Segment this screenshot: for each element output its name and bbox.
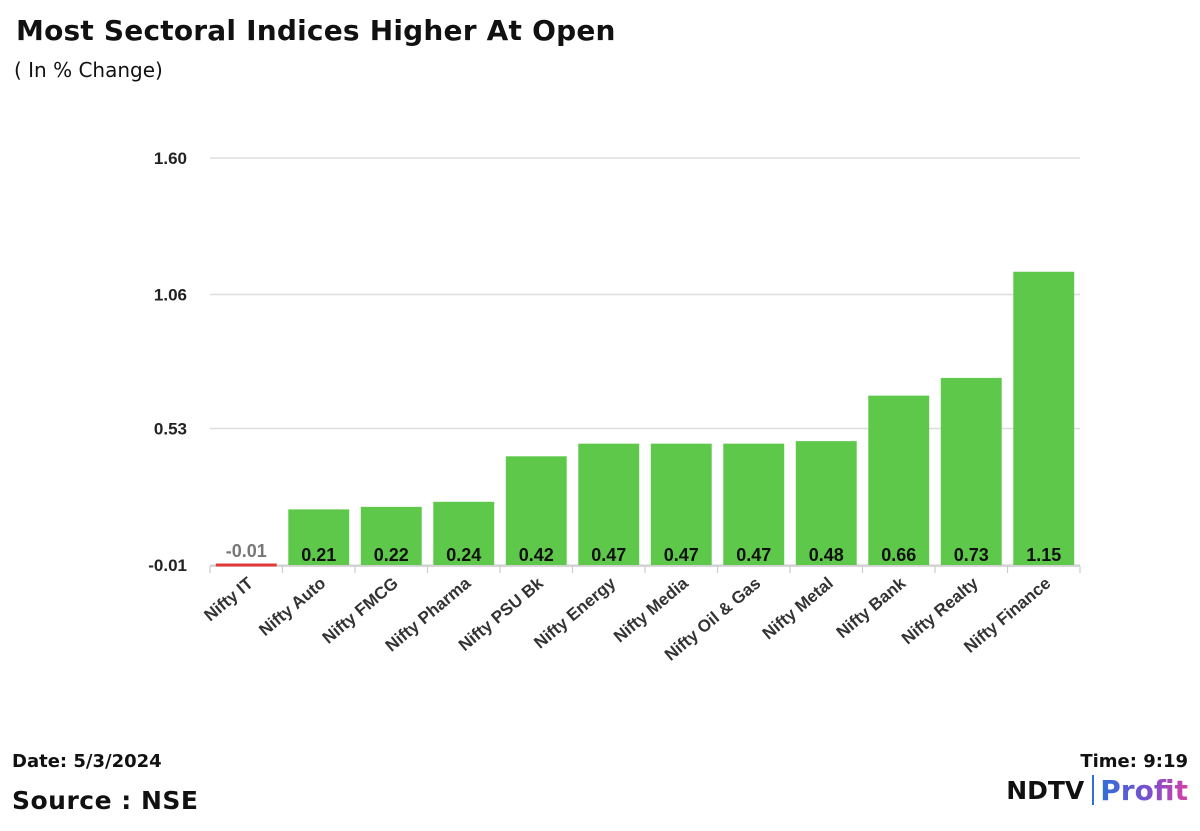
x-tick-label: Nifty Metal — [759, 574, 837, 644]
bar — [215, 563, 277, 567]
x-tick-label: Nifty Auto — [255, 574, 329, 640]
data-label: 0.48 — [809, 545, 844, 565]
time-label: Time: 9:19 — [1080, 751, 1188, 772]
data-label: 0.73 — [954, 545, 989, 565]
bar — [650, 443, 712, 565]
bar — [288, 509, 350, 565]
data-label: -0.01 — [226, 541, 267, 561]
x-tick-label: Nifty IT — [200, 573, 257, 625]
logo-separator — [1092, 775, 1095, 805]
y-tick-label: 0.53 — [154, 419, 187, 438]
data-label: 0.47 — [736, 545, 771, 565]
date-label: Date: 5/3/2024 — [12, 751, 162, 772]
y-tick-label: 1.60 — [154, 149, 187, 168]
data-label: 0.22 — [374, 545, 409, 565]
y-tick-label: -0.01 — [148, 556, 187, 575]
x-tick-label: Nifty Bank — [833, 573, 910, 642]
data-label: 0.47 — [664, 545, 699, 565]
logo-profit-text: Profit — [1100, 773, 1188, 807]
y-tick-label: 1.06 — [154, 286, 187, 305]
ndtv-profit-logo: NDTV Profit — [1006, 773, 1188, 807]
bar — [578, 443, 640, 565]
data-label: 1.15 — [1026, 545, 1061, 565]
data-label: 0.42 — [519, 545, 554, 565]
bar — [505, 456, 567, 565]
chart-subtitle: ( In % Change) — [14, 58, 163, 82]
data-label: 0.66 — [881, 545, 916, 565]
data-label: 0.47 — [591, 545, 626, 565]
data-label: 0.24 — [446, 545, 481, 565]
data-label: 0.21 — [301, 545, 336, 565]
bar — [940, 377, 1002, 565]
source-label: Source : NSE — [12, 786, 199, 815]
bar — [1013, 271, 1075, 565]
bar — [723, 443, 785, 565]
bar-chart: -0.01 0.53 1.06 1.60 -0.01 Nifty IT 0.21 Nifty … — [148, 149, 1081, 665]
bar — [433, 501, 495, 565]
logo-ndtv-text: NDTV — [1006, 775, 1085, 805]
bar — [868, 395, 930, 565]
bar — [360, 506, 422, 565]
bar — [795, 441, 857, 565]
chart-title: Most Sectoral Indices Higher At Open — [16, 14, 616, 47]
